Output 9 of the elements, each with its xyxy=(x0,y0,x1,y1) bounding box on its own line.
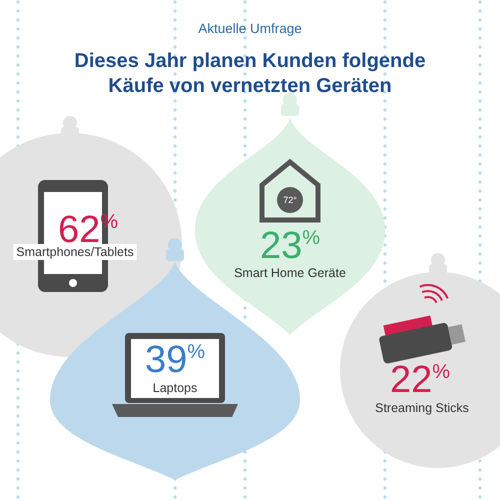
category-label: Streaming Sticks xyxy=(375,401,469,415)
text: Dieses Jahr planen Kunden folgende Käufe von vernetzten Geräten xyxy=(74,50,426,97)
text: Aktuelle Umfrage xyxy=(198,21,302,36)
data-label: 23$^{%}$ xyxy=(260,225,320,267)
data-label: 39$^{%}$ xyxy=(144,339,206,381)
data-label: 22$^{%}$ xyxy=(390,359,450,401)
category-label: Smart Home Geräte xyxy=(234,266,346,280)
house-thermostat-icon: 72° xyxy=(260,158,320,222)
category-label: Laptops xyxy=(152,381,198,395)
